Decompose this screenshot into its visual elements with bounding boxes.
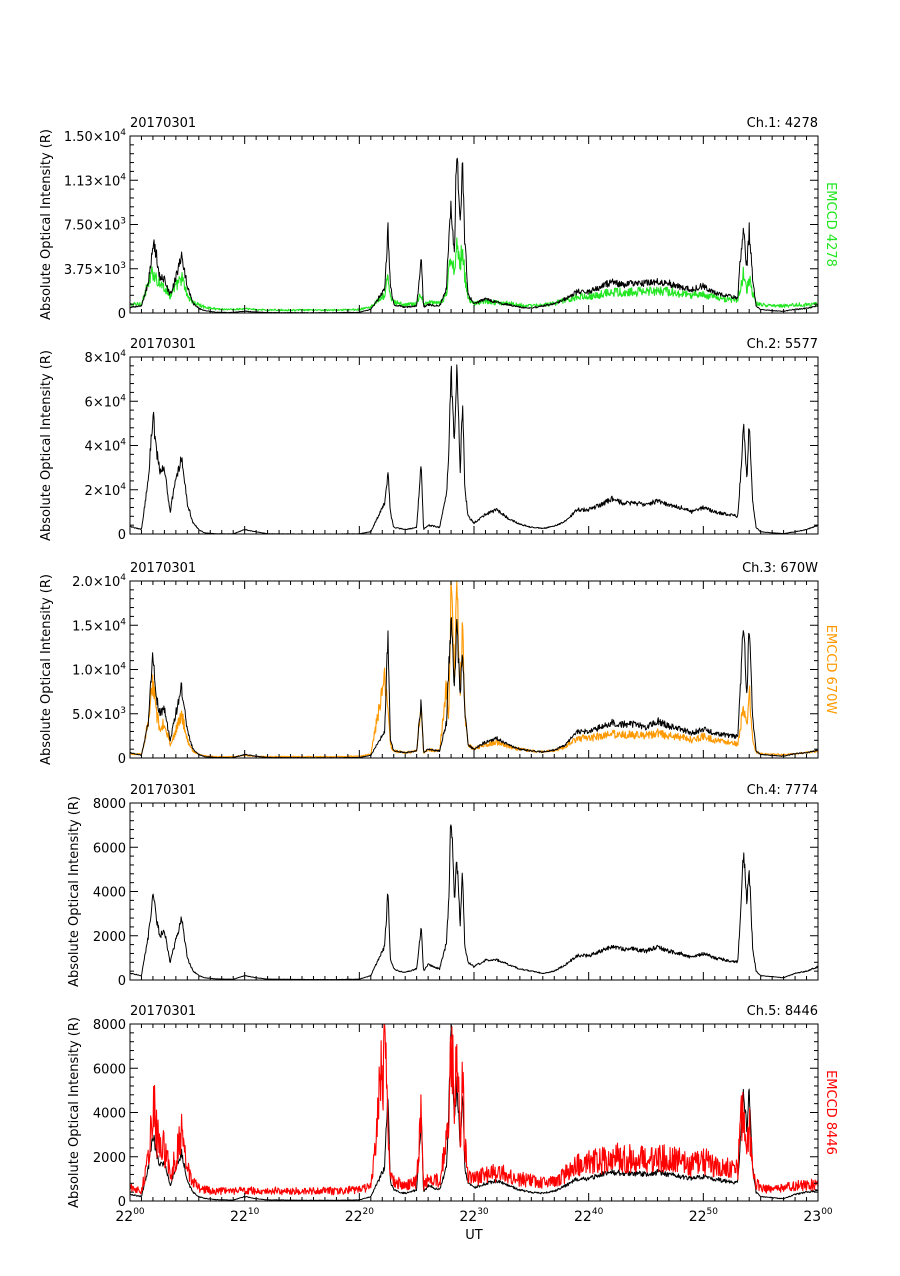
panel-1-ytick-label: 3.75×103 (64, 261, 126, 278)
x-tick-label: 2300 (803, 1207, 833, 1225)
panel-4-ytick-label: 0 (118, 974, 126, 989)
panel-5-ytick-label: 0 (118, 1195, 126, 1210)
panel-4-ytick-label: 6000 (93, 841, 126, 856)
panel-4-ytick-label: 2000 (93, 930, 126, 945)
panel-3-ytick-label: 1.5×104 (72, 617, 126, 634)
x-tick-label: 2200 (115, 1207, 145, 1225)
panel-5-ytick-label: 4000 (93, 1107, 126, 1122)
panel-5-channel: Ch.5: 8446 (747, 1004, 818, 1019)
panel-5-ytick-label: 8000 (93, 1018, 126, 1033)
panel-4-ytick-label: 4000 (93, 886, 126, 901)
panel-3-side-label: EMCCD 670W (823, 625, 838, 715)
panel-4: 0 2000 4000 6000 8000 20170301 Ch.4: 7774 Absol… (67, 783, 819, 989)
panel-2-date: 20170301 (130, 337, 196, 352)
x-tick-label: 2230 (459, 1207, 489, 1225)
x-tick-label: 2240 (574, 1207, 604, 1225)
panel-2-ytick-label: 0 (118, 528, 126, 543)
panel-1-ylabel: Absolute Optical Intensity (R) (39, 129, 54, 320)
panel-3: 0 5.0×103 1.0×104 1.5×104 2.0×104 20170301 Ch.… (39, 561, 838, 767)
panel-3-ytick-label: 0 (118, 752, 126, 767)
panel-5-ytick-label: 2000 (93, 1151, 126, 1166)
panel-5-series-color-line (130, 1024, 818, 1196)
x-tick-label: 2220 (345, 1207, 375, 1225)
panel-1-side-label: EMCCD 4278 (823, 182, 838, 267)
panel-2-ytick-label: 2×104 (85, 482, 127, 499)
panel-1-ytick-label: 1.50×104 (64, 128, 126, 145)
panel-5-date: 20170301 (130, 1004, 196, 1019)
panel-4-ylabel: Absolute Optical Intensity (R) (67, 796, 82, 987)
panel-3-channel: Ch.3: 670W (742, 561, 818, 576)
panel-4-ytick-label: 8000 (93, 797, 126, 812)
panel-2-ytick-label: 6×104 (85, 393, 127, 410)
panel-1-ytick-label: 1.13×104 (64, 172, 126, 189)
panel-3-ylabel: Absolute Optical Intensity (R) (39, 574, 54, 765)
panel-5: 0 2000 4000 6000 8000 20170301 Ch.5: 8446 Absol… (67, 1004, 838, 1210)
panel-3-ytick-label: 2.0×104 (72, 573, 126, 590)
panel-4-channel: Ch.4: 7774 (747, 783, 818, 798)
panels: 0 3.75×103 7.50×103 1.13×104 1.50×104 2017030… (39, 116, 838, 1210)
x-tick-label: 2250 (689, 1207, 719, 1225)
panel-1-ytick-label: 7.50×103 (64, 217, 126, 234)
panel-2-ytick-label: 4×104 (85, 438, 127, 455)
panel-1-channel: Ch.1: 4278 (747, 116, 818, 131)
panel-3-date: 20170301 (130, 561, 196, 576)
panel-5-side-label: EMCCD 8446 (823, 1070, 838, 1155)
panel-3-ytick-label: 5.0×103 (72, 706, 126, 723)
panel-1-ytick-label: 0 (118, 307, 126, 322)
panel-2-ytick-label: 8×104 (85, 349, 127, 366)
panel-4-date: 20170301 (130, 783, 196, 798)
panel-2-ylabel: Absolute Optical Intensity (R) (39, 350, 54, 541)
x-tick-label: 2210 (230, 1207, 260, 1225)
panel-5-ytick-label: 6000 (93, 1062, 126, 1077)
panel-5-ylabel: Absolute Optical Intensity (R) (67, 1017, 82, 1208)
panel-1: 0 3.75×103 7.50×103 1.13×104 1.50×104 2017030… (39, 116, 838, 322)
x-axis-label: UT (465, 1228, 483, 1243)
panel-3-ytick-label: 1.0×104 (72, 662, 126, 679)
x-axis: 2200 2210 2220 2230 2240 2250 2300 UT (115, 1207, 833, 1243)
panel-1-date: 20170301 (130, 116, 196, 131)
panel-2-channel: Ch.2: 5577 (747, 337, 818, 352)
